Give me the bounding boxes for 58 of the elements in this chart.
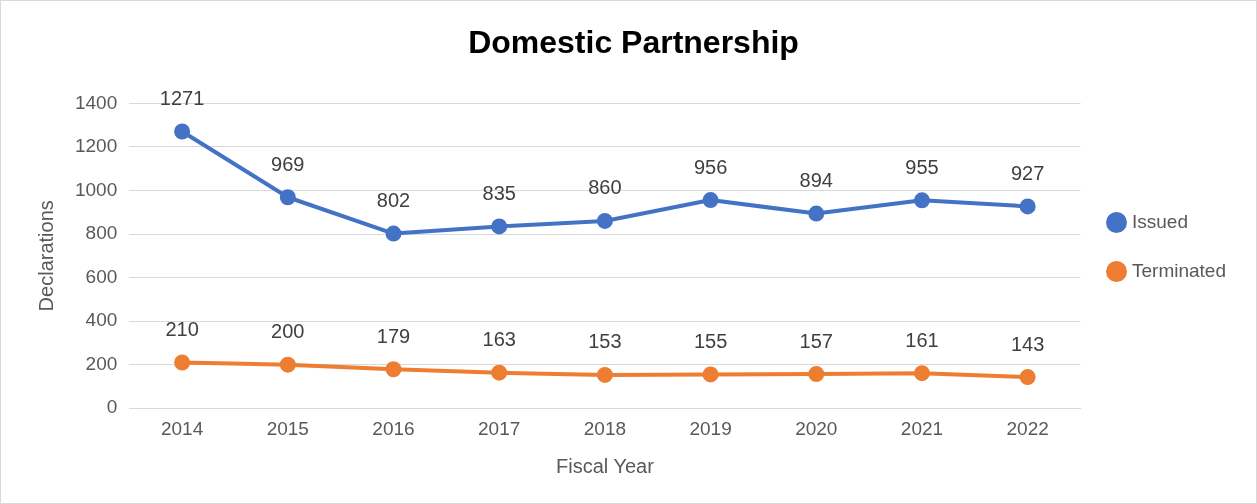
point (279, 189, 296, 206)
point (385, 225, 402, 242)
data-label: 1271 (159, 87, 205, 109)
data-label: 860 (588, 176, 622, 199)
point (385, 361, 402, 378)
data-label: 955 (905, 155, 939, 178)
y-tick-label: 1400 (74, 91, 118, 113)
point (913, 365, 930, 382)
data-label: 200 (271, 320, 305, 343)
x-tick-label: 2021 (900, 417, 944, 439)
data-label: 210 (165, 318, 199, 340)
point (491, 364, 508, 381)
data-label: 802 (376, 189, 411, 212)
point (808, 205, 825, 222)
x-tick-label: 2016 (372, 417, 415, 439)
point (702, 366, 719, 383)
y-tick-label: 800 (85, 222, 118, 244)
point (808, 366, 825, 383)
y-axis-title: Declarations (34, 200, 57, 312)
data-label: 157 (799, 329, 833, 352)
x-tick-label: 2014 (160, 417, 204, 439)
chart-title: Domestic Partnership (468, 24, 799, 61)
data-label: 155 (693, 329, 728, 352)
x-tick-label: 2018 (583, 417, 627, 439)
point (596, 366, 613, 383)
point (913, 192, 930, 209)
data-label: 835 (482, 181, 516, 204)
data-label: 153 (588, 330, 622, 353)
data-label: 143 (1010, 332, 1045, 355)
x-axis-title: Fiscal Year (555, 454, 655, 477)
point (279, 356, 296, 373)
legend-label: Terminated (1132, 259, 1227, 281)
x-tick-label: 2017 (478, 417, 521, 439)
point (1019, 369, 1036, 386)
x-tick-label: 2022 (1006, 417, 1049, 439)
x-tick-label: 2019 (689, 417, 732, 439)
legend-label: Issued (1132, 210, 1188, 232)
data-label: 927 (1010, 161, 1045, 184)
y-tick-label: 400 (85, 309, 118, 331)
point (596, 212, 613, 229)
y-tick-label: 1000 (74, 178, 118, 200)
data-label: 163 (482, 328, 516, 351)
data-label: 894 (799, 169, 833, 192)
y-tick-label: 1200 (74, 135, 118, 157)
x-tick-label: 2020 (795, 417, 838, 439)
y-tick-label: 0 (106, 396, 118, 418)
point (702, 192, 719, 209)
point (174, 354, 191, 371)
y-tick-label: 600 (85, 265, 118, 287)
data-label: 179 (376, 324, 411, 347)
data-label: 161 (905, 328, 939, 351)
point (174, 123, 191, 140)
y-tick-label: 200 (85, 352, 118, 374)
point (1019, 198, 1036, 215)
data-label: 956 (693, 155, 728, 178)
data-label: 969 (271, 152, 305, 175)
point (491, 218, 508, 235)
x-tick-label: 2015 (266, 417, 309, 439)
